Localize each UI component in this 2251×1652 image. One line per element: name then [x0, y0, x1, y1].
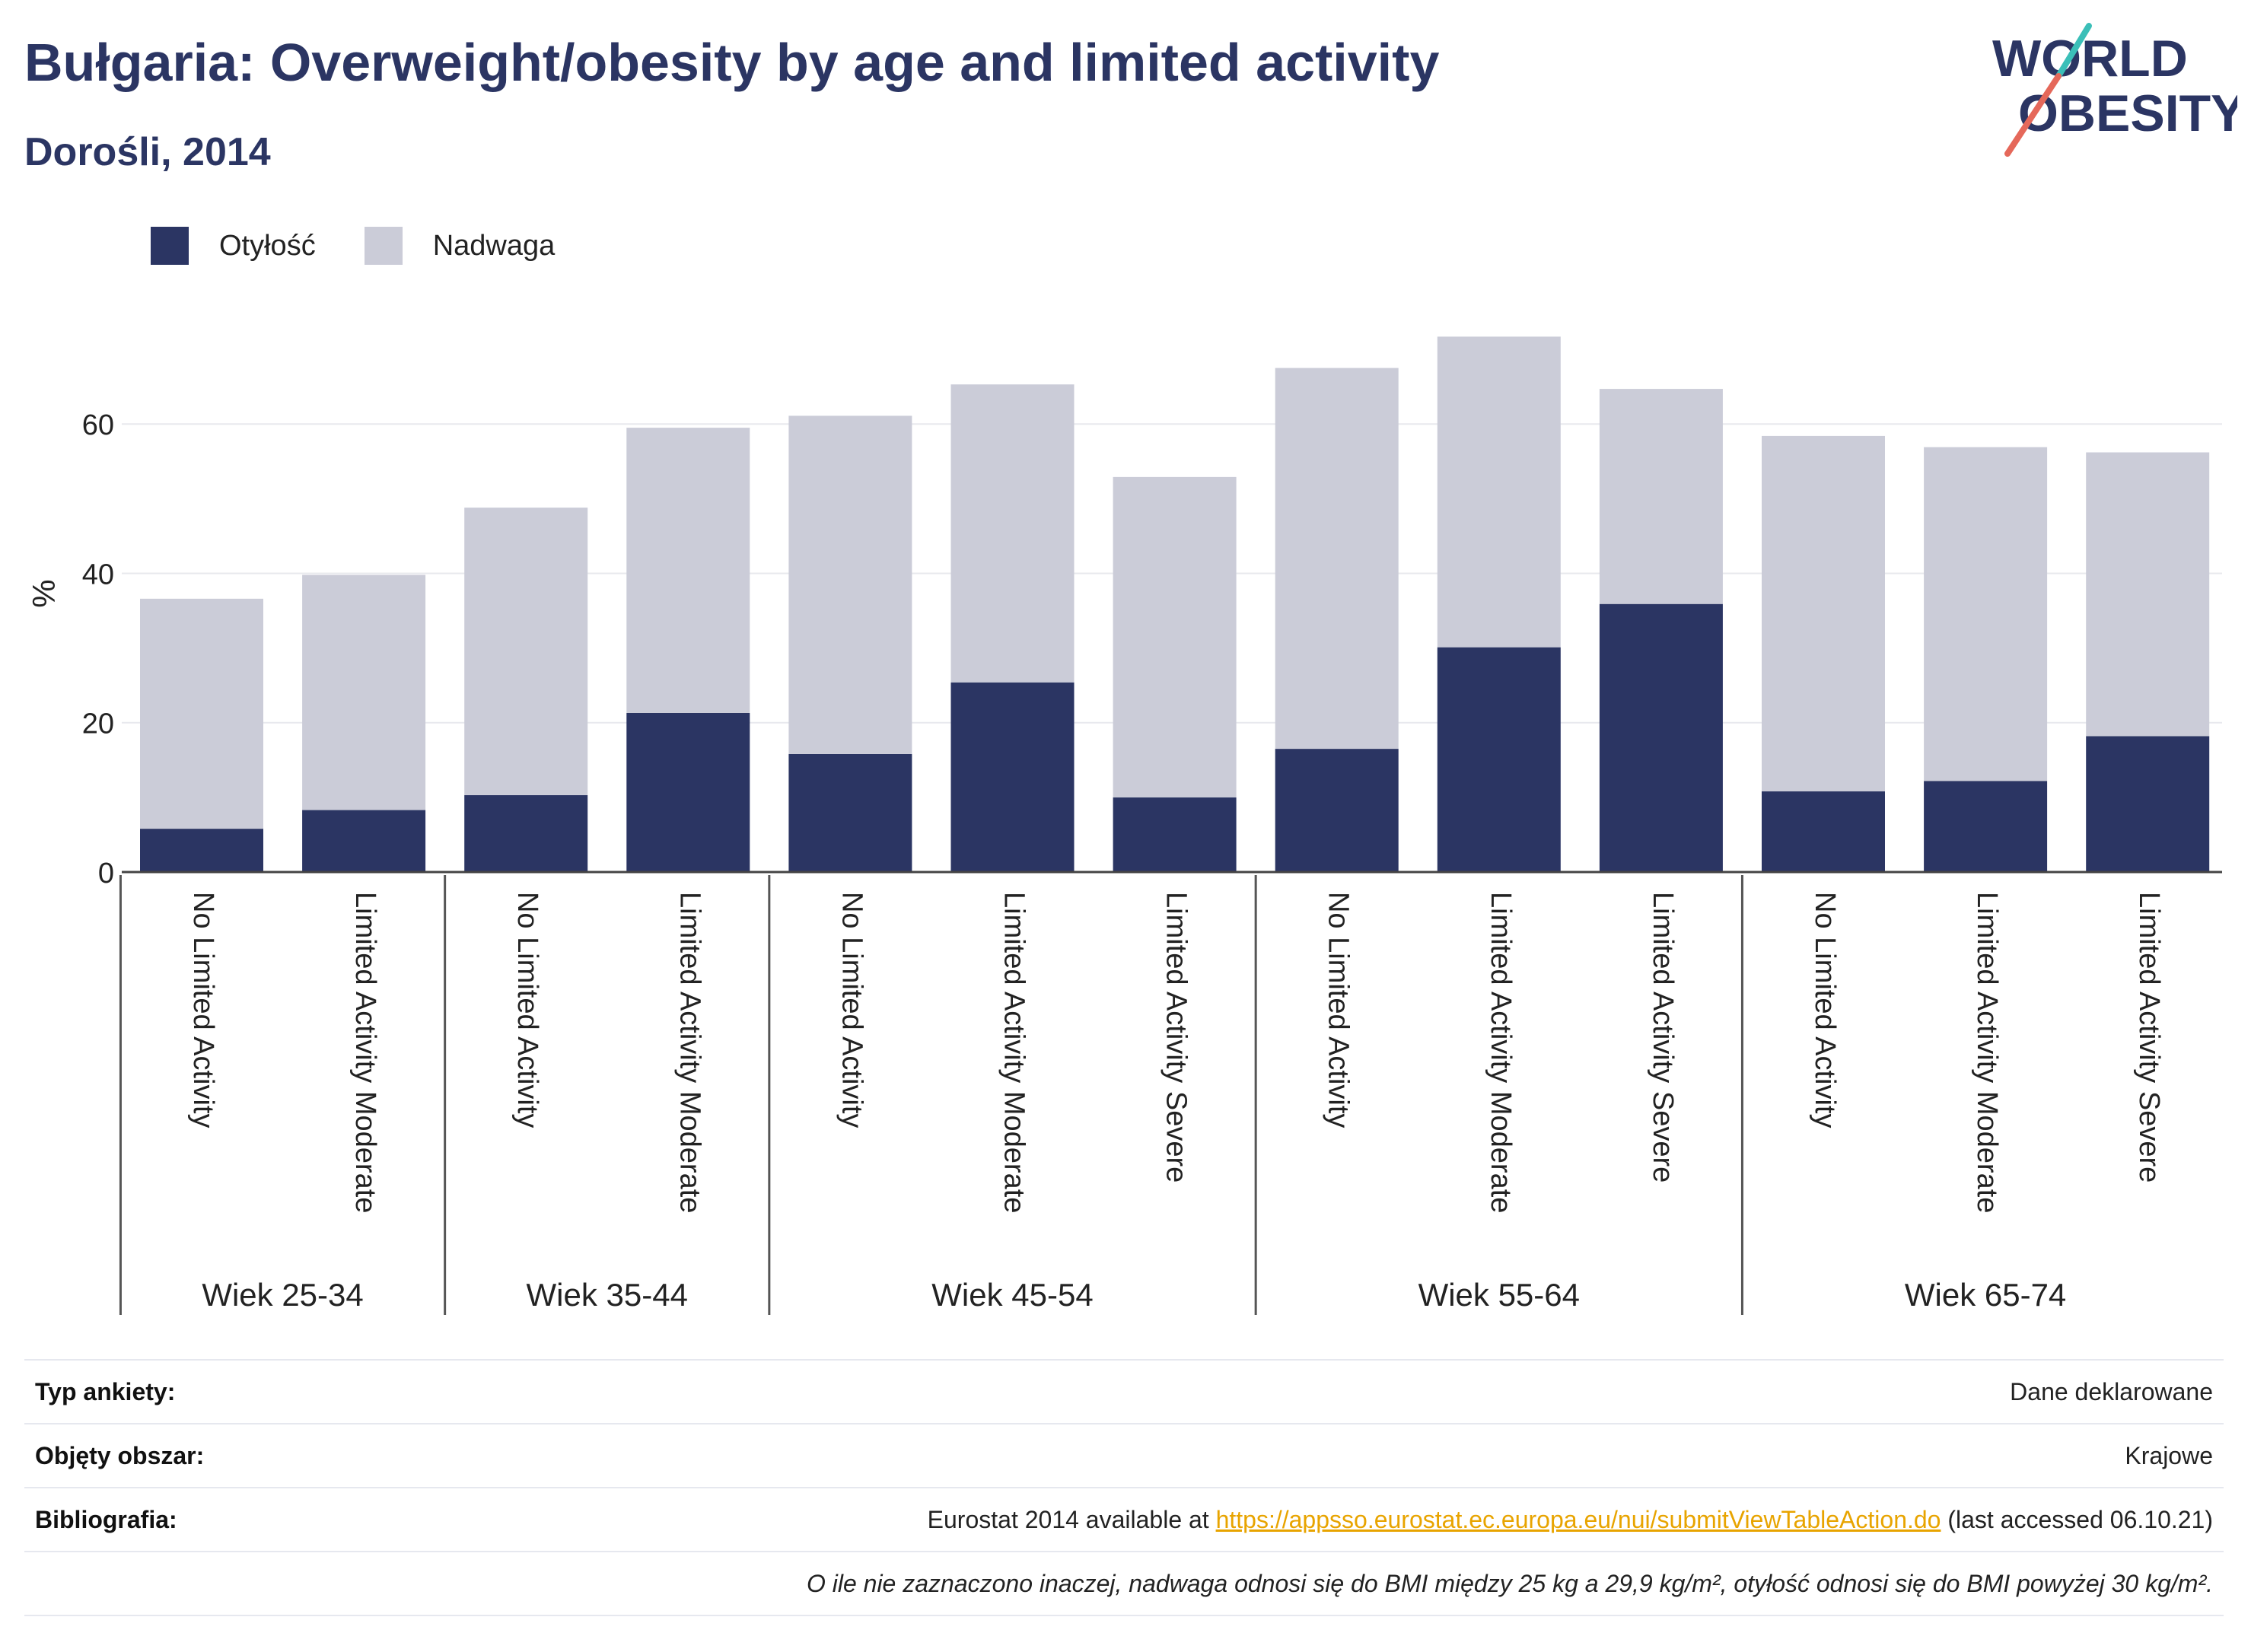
bar-obesity	[788, 753, 912, 872]
bar-overweight	[140, 598, 263, 829]
x-tick-label: No Limited Activity	[511, 892, 543, 1128]
bar-obesity	[2086, 736, 2210, 872]
y-tick-label: 20	[82, 708, 114, 740]
y-tick-label: 0	[98, 858, 114, 890]
meta-key: Objęty obszar:	[35, 1441, 205, 1469]
page-subtitle: Dorośli, 2014	[24, 130, 271, 174]
logo-slash-teal	[2055, 23, 2092, 79]
bmi-note: O ile nie zaznaczono inaczej, nadwaga od…	[806, 1569, 2213, 1597]
bar-obesity	[1275, 749, 1399, 872]
meta-row-bibliography: Bibliografia: Eurostat 2014 available at…	[24, 1487, 2224, 1551]
group-label: Wiek 45-54	[931, 1277, 1093, 1313]
x-tick-label: Limited Activity Severe	[2133, 892, 2165, 1183]
logo-line1: WORLD	[1992, 30, 2188, 88]
bar-obesity	[1599, 603, 1723, 872]
x-tick-label: No Limited Activity	[1323, 892, 1355, 1128]
bar-obesity	[950, 682, 1075, 872]
bar-obesity	[464, 794, 588, 872]
bar-obesity	[302, 810, 426, 872]
bar-overweight	[1599, 389, 1723, 604]
x-tick-label: Limited Activity Moderate	[998, 892, 1030, 1213]
biblio-prefix: Eurostat 2014 available at	[927, 1505, 1216, 1533]
bar-overweight	[1113, 476, 1237, 797]
meta-value: Krajowe	[2125, 1441, 2213, 1469]
meta-row-note: O ile nie zaznaczono inaczej, nadwaga od…	[24, 1551, 2224, 1616]
bar-chart: 0 20 40 60% No Limited Activity Limited Activ…	[26, 336, 2222, 1315]
metadata-table: Typ ankiety: Dane deklarowane Objęty obs…	[24, 1359, 2224, 1616]
legend-item-obesity[interactable]: Otyłość	[151, 227, 316, 265]
bar-overweight	[1762, 435, 1885, 792]
world-obesity-logo: WORLD OBESITY	[1992, 23, 2237, 157]
bar-overweight	[1275, 368, 1399, 750]
legend-swatch-obesity	[151, 227, 189, 265]
legend-label-obesity: Otyłość	[219, 229, 316, 262]
x-tick-label: No Limited Activity	[187, 892, 219, 1128]
x-tick-label: Limited Activity Moderate	[349, 892, 381, 1213]
y-tick-label: 40	[82, 559, 114, 590]
group-label: Wiek 35-44	[527, 1277, 688, 1313]
bar-overweight	[2086, 452, 2210, 737]
bar-obesity	[1113, 797, 1237, 872]
chart-legend: Otyłość Nadwaga	[151, 225, 603, 266]
x-tick-label: No Limited Activity	[836, 892, 868, 1128]
meta-row-survey-type: Typ ankiety: Dane deklarowane	[24, 1359, 2224, 1423]
legend-item-overweight[interactable]: Nadwaga	[364, 227, 556, 265]
x-tick-label: Limited Activity Severe	[1647, 892, 1679, 1183]
y-axis-label: %	[26, 579, 62, 607]
group-label: Wiek 25-34	[202, 1277, 363, 1313]
bar-overweight	[788, 415, 912, 754]
x-tick-label: Limited Activity Severe	[1161, 892, 1192, 1183]
biblio-link[interactable]: https://appsso.eurostat.ec.europa.eu/nui…	[1215, 1505, 1941, 1533]
bar-obesity	[1924, 781, 2048, 872]
group-label: Wiek 65-74	[1905, 1277, 2066, 1313]
bar-overweight	[950, 384, 1075, 683]
x-tick-label: Limited Activity Moderate	[1971, 892, 2003, 1213]
legend-swatch-overweight	[364, 227, 403, 265]
bar-overweight	[1437, 336, 1561, 648]
legend-label-overweight: Nadwaga	[432, 229, 556, 262]
biblio-suffix: (last accessed 06.10.21)	[1941, 1505, 2213, 1533]
x-tick-label: Limited Activity Moderate	[1485, 892, 1517, 1213]
meta-value: Eurostat 2014 available at https://appss…	[928, 1506, 2224, 1534]
y-tick-label: 60	[82, 409, 114, 441]
page-title: Bułgaria: Overweight/obesity by age and …	[24, 33, 1440, 92]
meta-key: Bibliografia:	[35, 1505, 177, 1533]
meta-key: Typ ankiety:	[35, 1377, 176, 1405]
meta-row-area: Objęty obszar: Krajowe	[24, 1423, 2224, 1487]
bar-obesity	[626, 712, 750, 872]
bar-obesity	[1437, 647, 1561, 872]
group-label: Wiek 55-64	[1418, 1277, 1580, 1313]
logo-line2: OBESITY	[2018, 84, 2237, 142]
x-tick-label: Limited Activity Moderate	[673, 892, 705, 1213]
x-tick-label: No Limited Activity	[1809, 892, 1841, 1128]
bar-overweight	[464, 508, 588, 795]
bar-obesity	[140, 829, 263, 872]
bar-overweight	[1924, 447, 2048, 781]
bar-overweight	[626, 428, 750, 713]
bar-obesity	[1762, 791, 1885, 872]
meta-value: Dane deklarowane	[2010, 1377, 2213, 1405]
bar-overweight	[302, 575, 426, 810]
logo-slash-red	[2004, 73, 2062, 157]
